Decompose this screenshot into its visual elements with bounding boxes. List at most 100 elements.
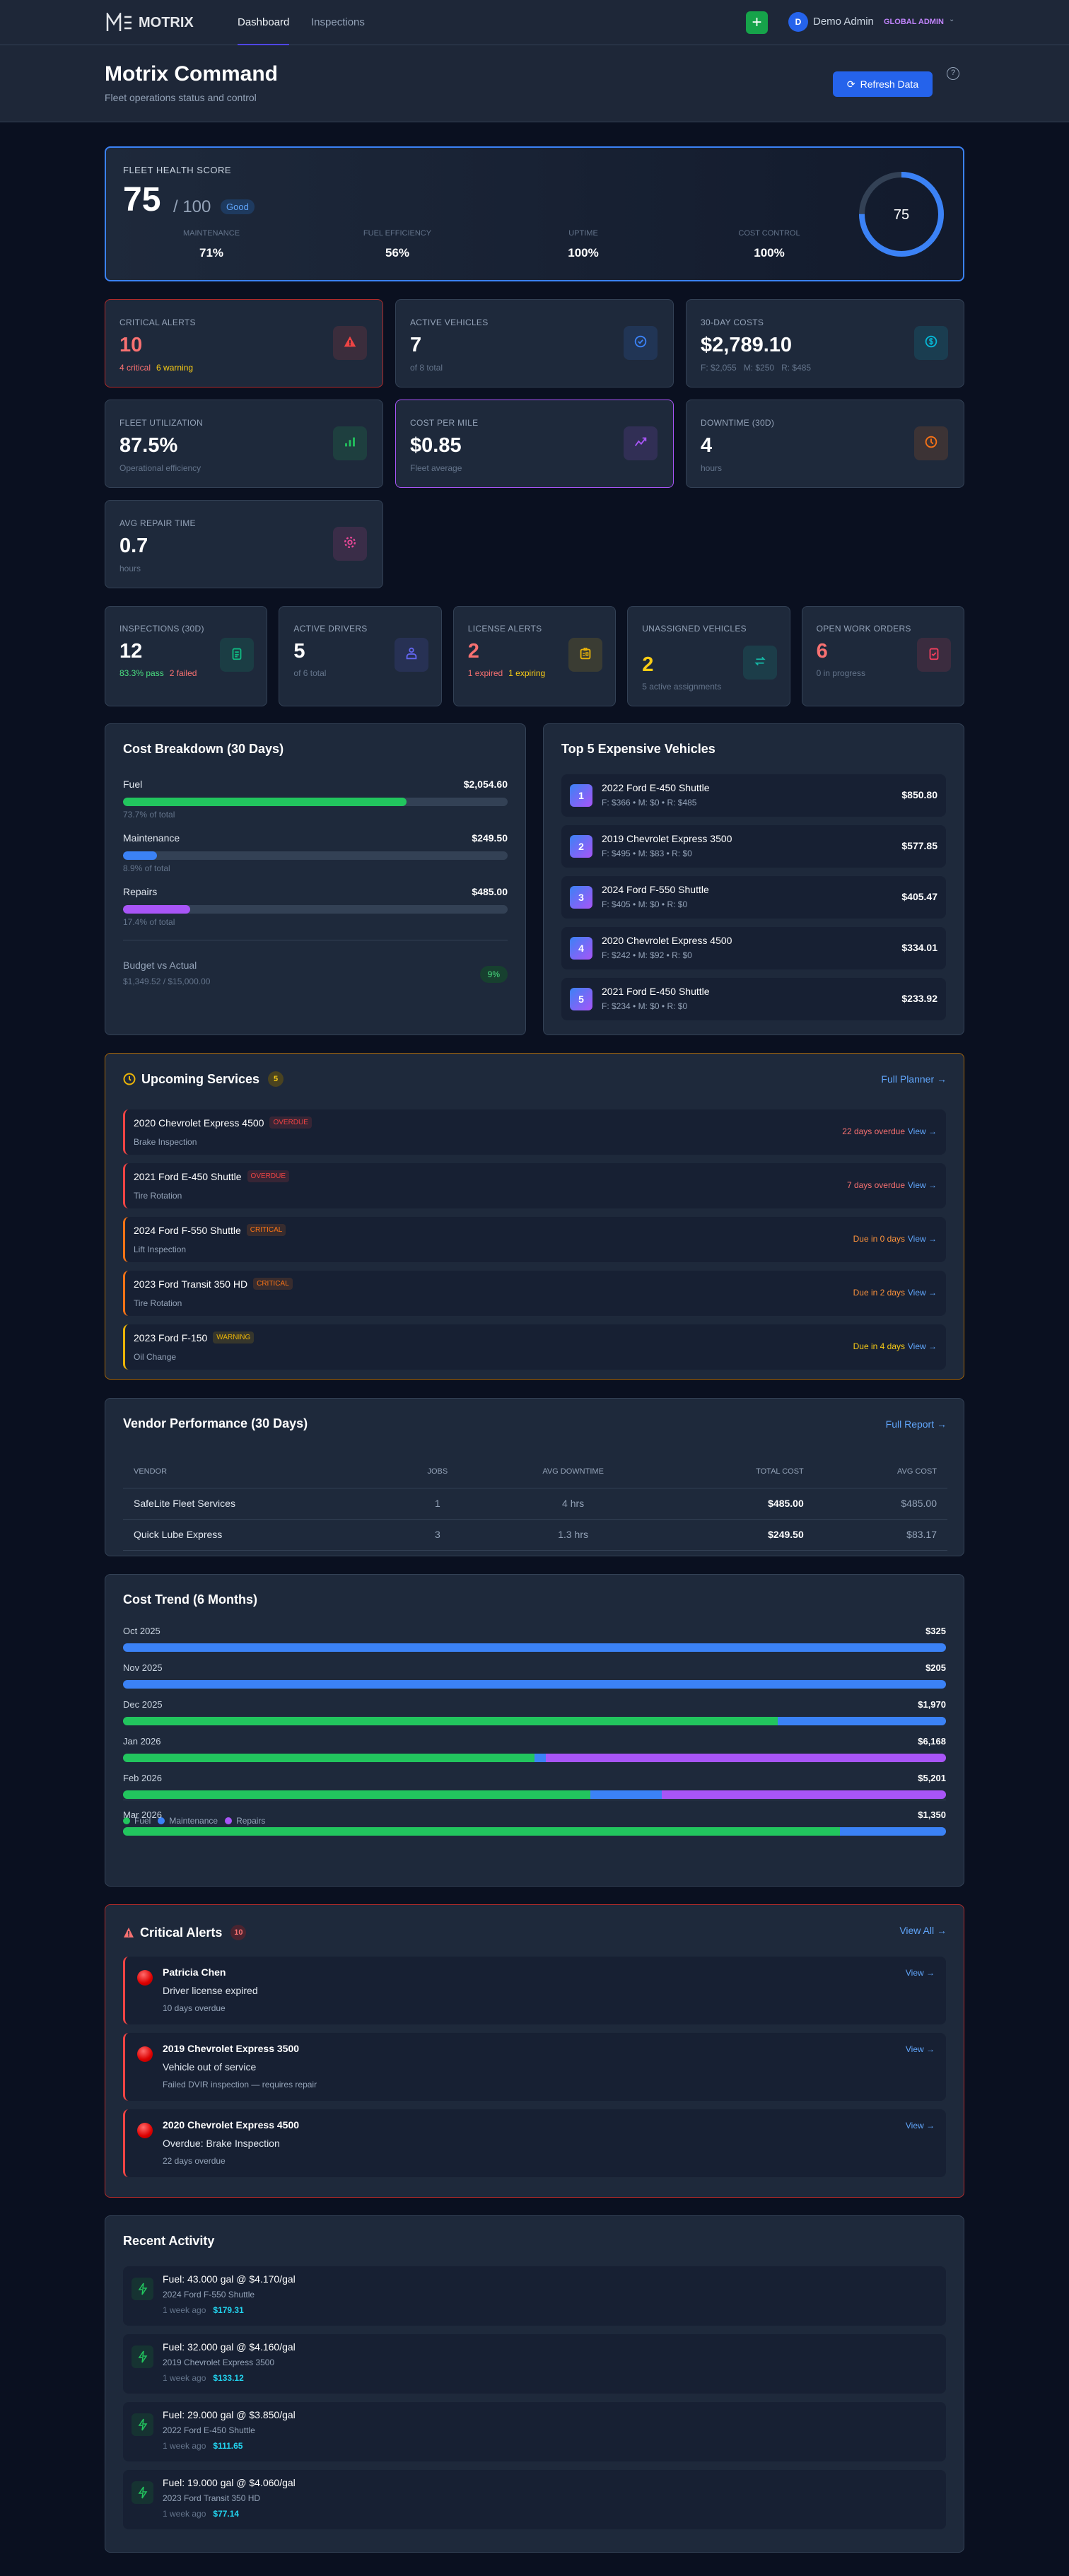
top-nav: MOTRIX Dashboard Inspections + D Demo Ad…: [0, 0, 1069, 45]
trend-segment-fuel: [123, 1790, 591, 1799]
stat-card-fleet-utilization[interactable]: FLEET UTILIZATION 87.5% Operational effici…: [105, 400, 383, 488]
tab-dashboard[interactable]: Dashboard: [238, 0, 290, 45]
dollar-icon: [923, 334, 939, 353]
cost-trend-title: Cost Trend (6 Months): [123, 1592, 257, 1607]
stat-card-inspections-30d-[interactable]: INSPECTIONS (30D) 12 83.3% pass 2 failed: [105, 606, 268, 706]
service-item[interactable]: 2021 Ford E-450 Shuttle OVERDUE Tire Rotat…: [123, 1163, 946, 1208]
activity-item[interactable]: Fuel: 19.000 gal @ $4.060/gal 2023 Ford T…: [123, 2470, 946, 2529]
trend-row: Oct 2025 $325: [123, 1626, 946, 1652]
service-view-link[interactable]: View →: [907, 1288, 937, 1298]
table-row[interactable]: Quick Lube Express 3 1.3 hrs $249.50 $83…: [123, 1519, 947, 1551]
stat-sub-item: of 6 total: [293, 668, 327, 678]
help-icon[interactable]: ?: [947, 67, 959, 80]
add-button[interactable]: +: [746, 11, 768, 34]
stat-label: ACTIVE DRIVERS: [293, 624, 368, 634]
page-title: Motrix Command: [105, 62, 279, 86]
stat-subtext: Operational efficiency: [119, 463, 201, 473]
stat-card-active-vehicles[interactable]: ACTIVE VEHICLES 7 of 8 total: [395, 299, 674, 387]
logo-icon: [106, 13, 132, 31]
service-view-link[interactable]: View →: [907, 1341, 937, 1351]
stat-label: 30-DAY COSTS: [701, 317, 764, 327]
clipboard-check-icon-box: [916, 638, 951, 672]
vehicle-list-item[interactable]: 2 2019 Chevrolet Express 3500 F: $495 • M:…: [561, 825, 946, 868]
legend-label: Repairs: [236, 1816, 266, 1826]
alert-view-link[interactable]: View →: [905, 2121, 935, 2131]
tab-inspections[interactable]: Inspections: [311, 16, 365, 28]
alert-triangle-icon: [342, 334, 358, 353]
stat-label: OPEN WORK ORDERS: [816, 624, 911, 634]
alert-view-link[interactable]: View →: [905, 1968, 935, 1978]
alert-item[interactable]: 2020 Chevrolet Express 4500 Overdue: Brak…: [123, 2109, 946, 2177]
logo[interactable]: MOTRIX: [106, 13, 194, 33]
alert-view-link[interactable]: View →: [905, 2044, 935, 2054]
vehicle-list-item[interactable]: 3 2024 Ford F-550 Shuttle F: $405 • M: $0 …: [561, 876, 946, 919]
upcoming-services-card: Upcoming Services 5 Full Planner → 2020 …: [105, 1053, 964, 1380]
col-avg-downtime: AVG DOWNTIME: [483, 1455, 664, 1488]
refresh-data-button[interactable]: ⟳ Refresh Data: [833, 71, 933, 97]
alert-item[interactable]: Patricia Chen Driver license expired 10 da…: [123, 1957, 946, 2024]
avatar[interactable]: D: [788, 12, 808, 32]
check-circle-icon-box: [624, 326, 658, 360]
stat-label: FLEET UTILIZATION: [119, 418, 204, 428]
chevron-down-icon[interactable]: ⌄: [949, 16, 955, 23]
stat-card-avg-repair-time[interactable]: AVG REPAIR TIME 0.7 hours: [105, 500, 383, 588]
col-vendor: VENDOR: [123, 1455, 392, 1488]
vendor-jobs: 1: [392, 1488, 484, 1520]
stat-sub-item: of 8 total: [410, 363, 443, 373]
stat-card-30-day-costs[interactable]: 30-DAY COSTS $2,789.10 F: $2,055 M: $250 R…: [686, 299, 964, 387]
stat-sub-item: 2 failed: [169, 668, 197, 678]
service-item[interactable]: 2024 Ford F-550 Shuttle CRITICAL Lift Insp…: [123, 1217, 946, 1262]
service-item[interactable]: 2023 Ford F-150 WARNING Oil Change Due in 4…: [123, 1324, 946, 1370]
cost-breakdown-card: Cost Breakdown (30 Days) Budget vs Actua…: [105, 723, 526, 1035]
trend-total: $5,201: [918, 1773, 946, 1783]
activity-item[interactable]: Fuel: 29.000 gal @ $3.850/gal 2022 Ford E…: [123, 2402, 946, 2461]
stat-subtext: Fleet average: [410, 463, 462, 473]
service-view-link[interactable]: View →: [907, 1126, 937, 1136]
alert-title: Patricia Chen: [163, 1966, 226, 1978]
activity-item[interactable]: Fuel: 43.000 gal @ $4.170/gal 2024 Ford F…: [123, 2266, 946, 2326]
stat-sub-item: hours: [119, 564, 141, 573]
vendor-avg: $485.00: [814, 1488, 947, 1520]
page-header: Motrix Command Fleet operations status a…: [0, 45, 1069, 122]
alert-item[interactable]: 2019 Chevrolet Express 3500 Vehicle out o…: [123, 2033, 946, 2101]
service-view-link[interactable]: View →: [907, 1180, 937, 1190]
vehicle-cost: $577.85: [901, 840, 937, 851]
progress-fill: [123, 798, 407, 806]
stat-card-critical-alerts[interactable]: CRITICAL ALERTS 10 4 critical 6 warning: [105, 299, 383, 387]
vehicle-list-item[interactable]: 1 2022 Ford E-450 Shuttle F: $366 • M: $0 …: [561, 774, 946, 817]
service-item[interactable]: 2020 Chevrolet Express 4500 OVERDUE Brake …: [123, 1109, 946, 1155]
legend-item-repairs: Repairs: [225, 1816, 265, 1826]
activity-vehicle: 2022 Ford E-450 Shuttle: [163, 2425, 255, 2435]
service-vehicle: 2021 Ford E-450 Shuttle: [134, 1170, 242, 1182]
vendor-downtime: 1.3 hrs: [483, 1519, 664, 1551]
clock-icon: [123, 1073, 136, 1085]
stat-card-open-work-orders[interactable]: OPEN WORK ORDERS 6 0 in progress: [801, 606, 964, 706]
vehicle-list-item[interactable]: 5 2021 Ford E-450 Shuttle F: $234 • M: $0 …: [561, 978, 946, 1020]
legend-item-fuel: Fuel: [123, 1816, 151, 1826]
clipboard-icon-box: [220, 638, 255, 672]
stat-card-unassigned-vehicles[interactable]: UNASSIGNED VEHICLES 2 5 active assignments: [627, 606, 790, 706]
stat-card-active-drivers[interactable]: ACTIVE DRIVERS 5 of 6 total: [279, 606, 442, 706]
vehicle-list-item[interactable]: 4 2020 Chevrolet Express 4500 F: $242 • M:…: [561, 927, 946, 969]
health-metric: FUEL EFFICIENCY 56%: [348, 229, 447, 260]
service-task: Brake Inspection: [134, 1137, 197, 1147]
stat-card-downtime-30d-[interactable]: DOWNTIME (30D) 4 hours: [686, 400, 964, 488]
view-all-link[interactable]: View All →: [899, 1925, 947, 1936]
trending-up-icon-box: [624, 426, 658, 460]
full-report-link[interactable]: Full Report →: [885, 1418, 947, 1430]
service-item[interactable]: 2023 Ford Transit 350 HD CRITICAL Tire Rot…: [123, 1271, 946, 1316]
stat-subtext: F: $2,055 M: $250 R: $485: [701, 363, 811, 373]
stat-card-license-alerts[interactable]: LICENSE ALERTS 2 1 expired 1 expiring: [452, 606, 617, 706]
service-header: 2021 Ford E-450 Shuttle OVERDUE: [134, 1170, 289, 1182]
trend-total: $6,168: [918, 1736, 946, 1747]
stat-card-cost-per-mile[interactable]: COST PER MILE $0.85 Fleet average: [395, 400, 674, 488]
activity-time: 1 week ago: [163, 2441, 206, 2451]
activity-amount: $133.12: [213, 2373, 244, 2383]
activity-item[interactable]: Fuel: 32.000 gal @ $4.160/gal 2019 Chevro…: [123, 2334, 946, 2394]
table-row[interactable]: SafeLite Fleet Services 1 4 hrs $485.00 …: [123, 1488, 947, 1520]
full-planner-link[interactable]: Full Planner →: [881, 1073, 947, 1085]
user-name[interactable]: Demo Admin: [813, 16, 874, 28]
trend-segment-maintenance: [123, 1643, 946, 1652]
stat-sub-item: 4 critical: [119, 363, 151, 373]
service-view-link[interactable]: View →: [907, 1234, 937, 1244]
